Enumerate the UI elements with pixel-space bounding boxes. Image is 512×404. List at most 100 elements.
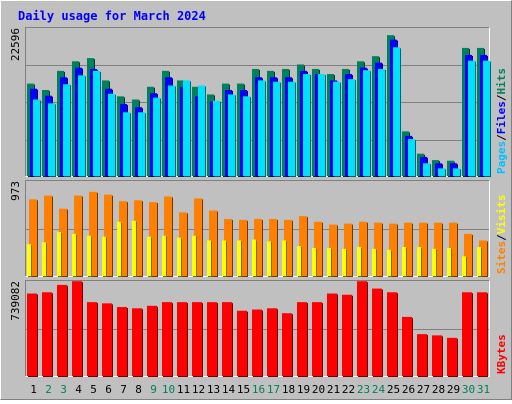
legend-item: / <box>495 94 508 101</box>
bar-sites <box>147 236 151 276</box>
x-tick-label: 9 <box>150 383 157 396</box>
bar-pages <box>363 70 370 176</box>
x-tick-label: 13 <box>207 383 220 396</box>
panel-sites-visits: 973 Sites/Visits <box>9 180 508 277</box>
bar-pages <box>333 81 340 176</box>
bar-kbytes <box>87 302 97 376</box>
y-axis-max-label: 22596 <box>9 28 22 61</box>
legend-item: Hits <box>495 68 508 95</box>
bar-visits <box>239 219 247 276</box>
bar-sites <box>327 247 331 276</box>
x-tick-label: 16 <box>252 383 265 396</box>
bar-sites <box>267 241 271 276</box>
bar-kbytes <box>222 302 232 376</box>
x-tick-label: 15 <box>237 383 250 396</box>
bar-visits <box>134 200 142 276</box>
plot-inset-dark <box>25 27 490 177</box>
x-tick-label: 23 <box>357 383 370 396</box>
bar-visits <box>389 223 397 276</box>
bar-pages <box>318 74 325 176</box>
bar-kbytes <box>27 293 37 376</box>
legend-item: KBytes <box>495 334 508 374</box>
bar-kbytes <box>102 303 112 376</box>
bar-kbytes <box>132 308 142 376</box>
bar-sites <box>57 232 61 276</box>
x-tick-label: 3 <box>60 383 67 396</box>
x-tick-label: 30 <box>462 383 475 396</box>
bar-visits <box>464 233 472 276</box>
bar-kbytes <box>387 292 397 376</box>
bar-kbytes <box>402 316 412 376</box>
bar-visits <box>44 195 52 276</box>
x-tick-label: 8 <box>135 383 142 396</box>
x-tick-label: 2 <box>45 383 52 396</box>
bar-sites <box>42 242 46 276</box>
bar-pages <box>213 100 220 176</box>
legend-item: Sites <box>495 241 508 274</box>
bar-pages <box>48 103 55 176</box>
bar-pages <box>288 81 295 176</box>
x-tick-label: 7 <box>120 383 127 396</box>
y-axis-max-label: 973 <box>9 181 22 201</box>
bar-kbytes <box>342 294 352 376</box>
bar-kbytes <box>252 309 262 376</box>
bar-visits <box>194 198 202 276</box>
bar-sites <box>297 246 301 276</box>
plot-inset-dark <box>25 280 490 377</box>
bar-sites <box>357 247 361 276</box>
bar-visits <box>179 212 187 276</box>
x-tick-label: 27 <box>417 383 430 396</box>
x-tick-label: 5 <box>90 383 97 396</box>
bar-visits <box>269 218 277 276</box>
x-tick-label: 29 <box>447 383 460 396</box>
x-tick-label: 22 <box>342 383 355 396</box>
bar-visits <box>59 208 67 276</box>
bar-kbytes <box>192 302 202 376</box>
y-axis-max-label: 739082 <box>9 281 22 321</box>
bar-sites <box>387 249 391 276</box>
bar-kbytes <box>447 337 457 376</box>
legend-label: Sites/Visits <box>495 195 508 275</box>
bar-pages <box>393 47 400 176</box>
bar-sites <box>117 221 121 276</box>
bar-kbytes <box>267 308 277 376</box>
legend-item: Files <box>495 101 508 134</box>
bar-sites <box>87 235 91 276</box>
panel-kbytes: 739082 KBytes <box>9 280 508 377</box>
x-tick-label: 17 <box>267 383 280 396</box>
legend-item: Pages <box>495 141 508 174</box>
bar-sites <box>177 237 181 276</box>
bar-pages <box>228 94 235 176</box>
bar-sites <box>192 235 196 276</box>
bar-kbytes <box>297 302 307 376</box>
bar-visits <box>434 222 442 276</box>
bar-pages <box>93 70 100 176</box>
bar-visits <box>119 201 127 276</box>
bar-sites <box>252 239 256 276</box>
legend-item: / <box>495 234 508 241</box>
bar-visits <box>404 222 412 276</box>
legend-label: Pages/Files/Hits <box>495 68 508 174</box>
bar-kbytes <box>327 293 337 376</box>
bar-pages <box>138 112 145 176</box>
bar-sites <box>312 247 316 276</box>
bar-visits <box>479 240 487 276</box>
bar-sites <box>72 233 76 276</box>
x-tick-label: 1 <box>30 383 37 396</box>
bar-kbytes <box>477 292 487 376</box>
bar-pages <box>63 84 70 176</box>
bar-sites <box>342 248 346 276</box>
bar-sites <box>402 247 406 276</box>
x-tick-label: 25 <box>387 383 400 396</box>
bar-visits <box>449 222 457 276</box>
legend-item: / <box>495 134 508 141</box>
bar-kbytes <box>432 335 442 376</box>
bar-visits <box>209 210 217 276</box>
bar-pages <box>348 79 355 176</box>
bar-kbytes <box>357 281 367 376</box>
bar-pages <box>408 139 415 176</box>
bar-pages <box>468 60 475 177</box>
bar-kbytes <box>237 310 247 376</box>
bar-pages <box>303 74 310 176</box>
bar-sites <box>27 244 31 276</box>
